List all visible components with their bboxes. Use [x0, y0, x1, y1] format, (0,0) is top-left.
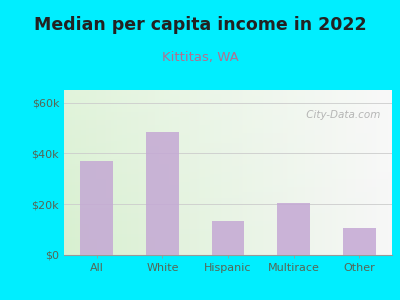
Text: City-Data.com: City-Data.com — [304, 110, 381, 120]
Bar — [146, 132, 179, 255]
Bar — [343, 228, 376, 255]
Text: Median per capita income in 2022: Median per capita income in 2022 — [34, 16, 366, 34]
Bar — [212, 221, 244, 255]
Bar — [80, 161, 113, 255]
Bar — [277, 203, 310, 255]
Text: Kittitas, WA: Kittitas, WA — [162, 51, 238, 64]
